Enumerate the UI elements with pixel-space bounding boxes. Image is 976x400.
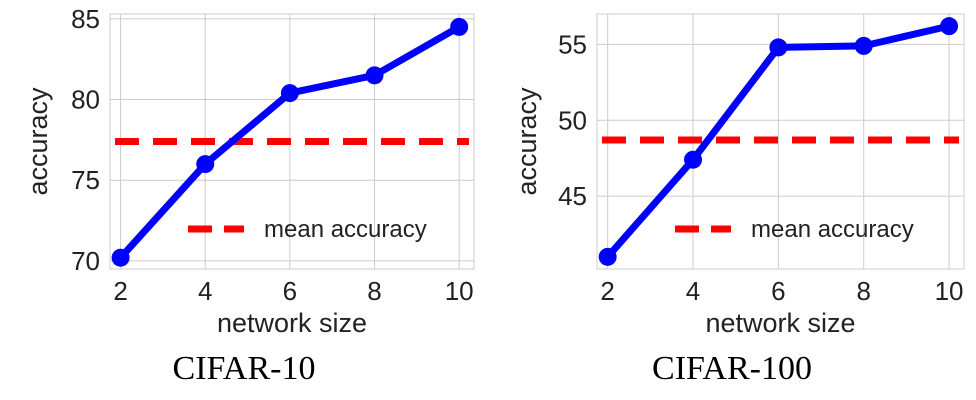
x-tick-label: 4 (198, 276, 212, 306)
y-axis-label: accuracy (23, 87, 53, 196)
legend-label: mean accuracy (751, 216, 914, 243)
data-point (684, 150, 703, 169)
data-point (854, 36, 873, 55)
chart-cifar100: 2 4 6 8 10 45 50 55 network size accuracy mean acc… (512, 13, 965, 338)
x-tick-label: 4 (686, 276, 700, 306)
plot-frame (596, 13, 965, 270)
x-tick-label: 6 (771, 276, 785, 306)
x-tick-label: 8 (856, 276, 870, 306)
x-tick-label: 10 (445, 276, 474, 306)
y-tick-label: 75 (71, 165, 100, 195)
data-point (196, 155, 215, 174)
data-point (769, 38, 788, 57)
plot-frame (109, 13, 475, 270)
y-tick-label: 45 (558, 181, 587, 211)
x-axis-label: network size (217, 308, 367, 338)
y-tick-label: 55 (558, 29, 587, 59)
chart-caption: CIFAR-10 (172, 350, 316, 387)
y-tick-label: 85 (71, 4, 100, 34)
data-point (940, 17, 959, 36)
y-axis-label: accuracy (512, 87, 542, 196)
chart-cifar10: 2 4 6 8 10 70 75 80 85 network size accuracy mean a… (23, 4, 475, 338)
x-axis-label: network size (705, 308, 855, 338)
data-point (365, 66, 384, 85)
data-point (450, 17, 469, 36)
x-tick-label: 2 (113, 276, 127, 306)
chart-panel-cifar10: 2 4 6 8 10 70 75 80 85 network size accuracy mean a… (23, 4, 475, 387)
data-point (111, 248, 130, 267)
y-tick-label: 70 (71, 246, 100, 276)
x-tick-label: 10 (935, 276, 964, 306)
x-tick-label: 8 (367, 276, 381, 306)
data-point (598, 247, 617, 266)
y-tick-label: 50 (558, 105, 587, 135)
y-tick-label: 80 (71, 85, 100, 115)
chart-panel-cifar100: 2 4 6 8 10 45 50 55 network size accuracy mean acc… (488, 0, 976, 400)
legend-label: mean accuracy (264, 216, 427, 243)
data-point (280, 84, 299, 103)
x-tick-label: 6 (283, 276, 297, 306)
chart-caption: CIFAR-100 (652, 350, 812, 387)
x-tick-label: 2 (600, 276, 614, 306)
